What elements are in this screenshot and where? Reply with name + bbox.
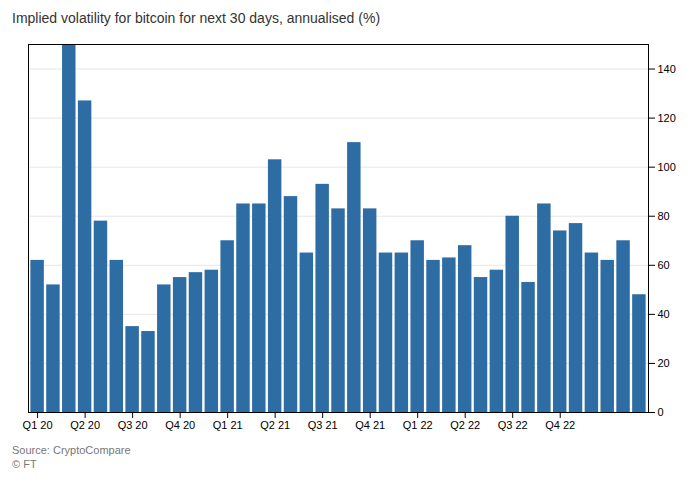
html-text:Implied volatility for bitcoin: Implied volatility for bitcoin for next … [12, 10, 381, 26]
svg-text:Q2 22: Q2 22 [450, 419, 480, 431]
svg-text:Q2 20: Q2 20 [70, 419, 100, 431]
svg-text:Q3 22: Q3 22 [498, 419, 528, 431]
svg-text:Q1 21: Q1 21 [213, 419, 243, 431]
svg-text:0: 0 [658, 406, 664, 418]
svg-text:140: 140 [658, 63, 676, 75]
svg-text:100: 100 [658, 161, 676, 173]
svg-text:Q4 20: Q4 20 [165, 419, 195, 431]
svg-text:40: 40 [658, 308, 670, 320]
svg-text:80: 80 [658, 210, 670, 222]
html-text:© FT: © FT [12, 458, 37, 470]
svg-text:20: 20 [658, 357, 670, 369]
svg-text:Q1 20: Q1 20 [23, 419, 53, 431]
svg-text:Q3 20: Q3 20 [118, 419, 148, 431]
svg-text:60: 60 [658, 259, 670, 271]
svg-text:120: 120 [658, 112, 676, 124]
svg-text:Q1 22: Q1 22 [403, 419, 433, 431]
svg-text:Q4 22: Q4 22 [545, 419, 575, 431]
html-text:Source: CryptoCompare: Source: CryptoCompare [12, 444, 131, 456]
svg-text:Q2 21: Q2 21 [260, 419, 290, 431]
svg-text:Q4 21: Q4 21 [355, 419, 385, 431]
svg-text:Q3 21: Q3 21 [308, 419, 338, 431]
